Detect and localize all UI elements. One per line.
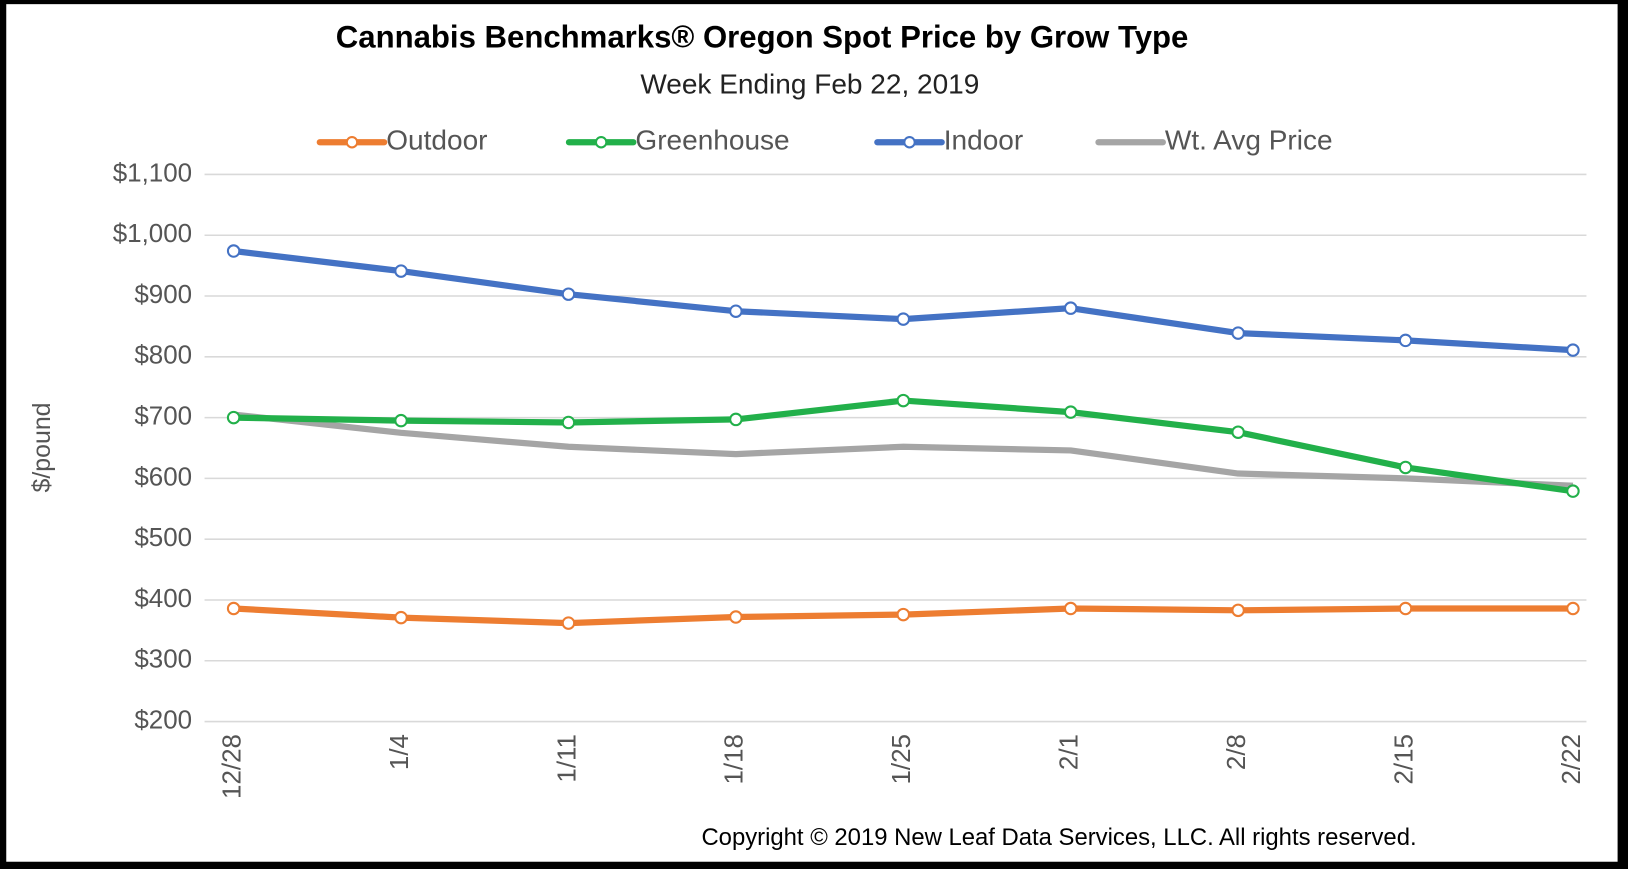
series-line: [233, 411, 1574, 489]
data-point: [561, 287, 576, 301]
y-tick-label: $300: [134, 646, 192, 674]
data-point: [1231, 425, 1245, 439]
data-point: [1566, 484, 1580, 498]
data-point: [561, 415, 576, 430]
data-point: [1398, 601, 1413, 616]
data-point: [896, 607, 911, 622]
x-tick-label: 1/25: [888, 734, 916, 784]
x-tick-label: 1/18: [721, 734, 749, 784]
legend-label: Wt. Avg Price: [1165, 125, 1333, 156]
chart-subtitle: Week Ending Feb 22, 2019: [640, 69, 979, 100]
data-point: [1566, 343, 1580, 357]
legend-label: Indoor: [944, 125, 1023, 156]
x-tick-label: 1/4: [386, 734, 414, 770]
data-point: [1231, 326, 1245, 340]
y-tick-label: $400: [134, 585, 192, 613]
x-tick-label: 1/11: [553, 734, 581, 783]
x-tick-label: 2/22: [1558, 734, 1586, 784]
x-tick-label: 2/1: [1056, 734, 1084, 770]
x-tick-label: 12/28: [218, 734, 246, 799]
y-tick-label: $600: [134, 463, 192, 491]
chart-title: Cannabis Benchmarks® Oregon Spot Price b…: [336, 20, 1189, 55]
x-tick-label: 2/15: [1390, 734, 1418, 784]
legend-label: Greenhouse: [635, 125, 789, 156]
data-point: [896, 312, 911, 326]
legend-marker: [903, 136, 916, 149]
data-point: [1063, 601, 1078, 616]
chart-background: [6, 4, 1618, 862]
data-point: [1398, 460, 1413, 475]
data-point: [226, 244, 241, 258]
y-tick-label: $800: [134, 342, 192, 370]
legend-marker: [594, 136, 608, 149]
y-axis-label: $/pound: [28, 402, 56, 492]
data-point: [394, 413, 408, 428]
data-point: [1566, 601, 1580, 616]
data-point: [394, 610, 408, 625]
copyright: Copyright © 2019 New Leaf Data Services,…: [701, 824, 1416, 851]
y-tick-label: $1,000: [113, 220, 192, 248]
data-point: [1063, 301, 1078, 315]
data-point: [1063, 405, 1078, 419]
y-tick-label: $1,100: [113, 159, 192, 187]
data-point: [729, 412, 743, 427]
x-tick-label: 2/8: [1223, 734, 1251, 770]
data-point: [729, 304, 743, 318]
data-point: [394, 264, 408, 278]
data-point: [226, 601, 241, 616]
y-tick-label: $700: [134, 402, 192, 430]
y-tick-label: $200: [134, 706, 192, 734]
data-point: [561, 616, 576, 630]
data-point: [1398, 333, 1413, 348]
legend-label: Outdoor: [386, 125, 487, 156]
y-tick-label: $900: [134, 281, 192, 309]
data-point: [1231, 603, 1245, 618]
legend-marker: [345, 136, 359, 149]
data-point: [226, 410, 241, 425]
y-tick-label: $500: [134, 524, 192, 552]
data-point: [729, 610, 743, 624]
data-point: [896, 393, 911, 408]
